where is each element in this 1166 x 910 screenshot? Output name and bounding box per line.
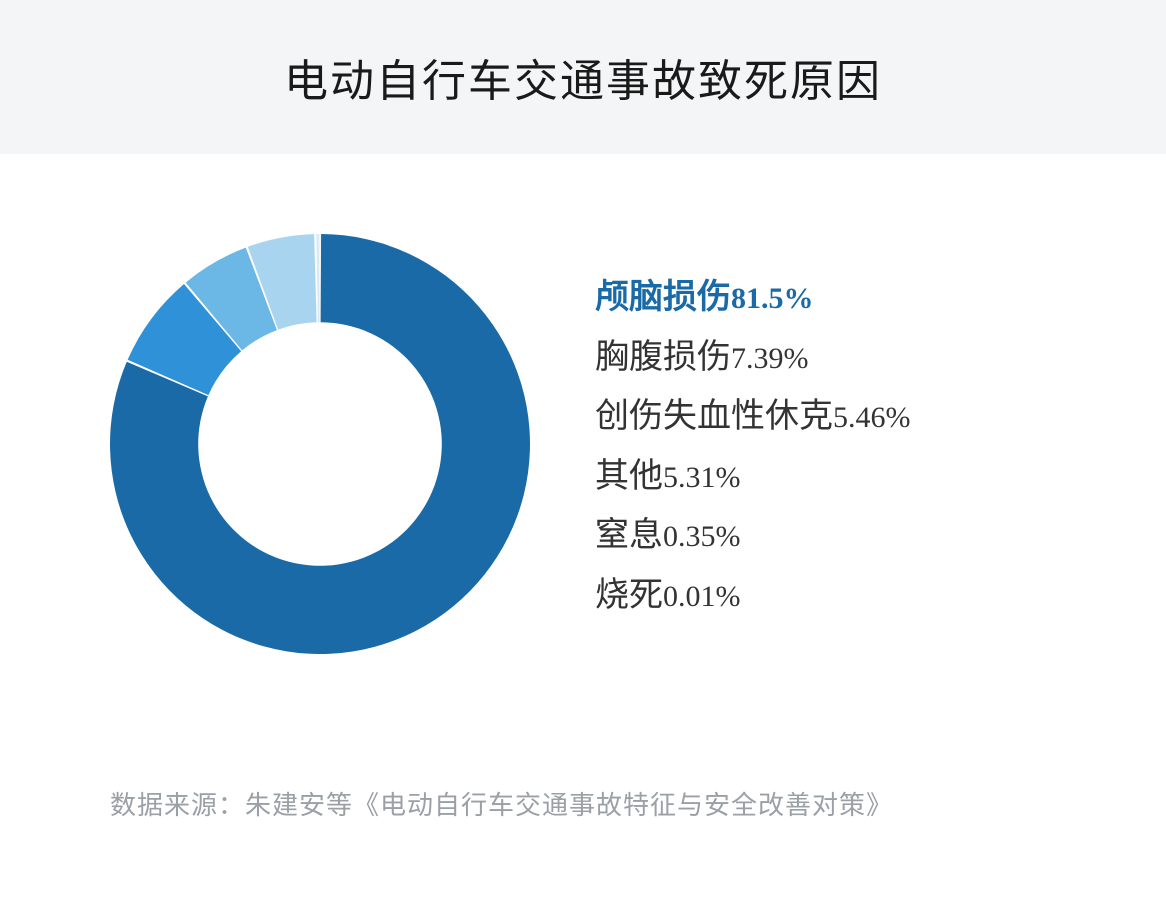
- legend-item: 创伤失血性休克5.46%: [595, 393, 911, 441]
- legend-label: 窒息: [595, 517, 663, 554]
- content-area: 颅脑损伤81.5%胸腹损伤7.39%创伤失血性休克5.46%其他5.31%窒息0…: [0, 154, 1166, 754]
- legend-value: 5.31%: [663, 461, 741, 494]
- legend-value: 0.01%: [663, 580, 741, 613]
- data-source: 数据来源：朱建安等《电动自行车交通事故特征与安全改善对策》: [110, 785, 893, 822]
- legend-item: 窒息0.35%: [595, 512, 911, 560]
- legend-item: 烧死0.01%: [595, 572, 911, 620]
- donut-svg: [110, 234, 530, 654]
- legend-label: 其他: [595, 458, 663, 495]
- legend-value: 7.39%: [731, 342, 809, 375]
- donut-slice: [316, 234, 319, 322]
- legend-value: 81.5%: [731, 282, 814, 315]
- legend-item: 颅脑损伤81.5%: [595, 274, 911, 322]
- legend-value: 0.35%: [663, 520, 741, 553]
- legend-item: 其他5.31%: [595, 453, 911, 501]
- chart-title: 电动自行车交通事故致死原因: [284, 45, 882, 109]
- legend-item: 胸腹损伤7.39%: [595, 334, 911, 382]
- donut-slice: [319, 234, 320, 322]
- legend-label: 创伤失血性休克: [595, 398, 833, 435]
- donut-chart: [110, 234, 530, 654]
- legend: 颅脑损伤81.5%胸腹损伤7.39%创伤失血性休克5.46%其他5.31%窒息0…: [595, 274, 911, 620]
- legend-label: 胸腹损伤: [595, 339, 731, 376]
- legend-value: 5.46%: [833, 401, 911, 434]
- title-band: 电动自行车交通事故致死原因: [0, 0, 1166, 154]
- legend-label: 颅脑损伤: [595, 279, 731, 316]
- legend-label: 烧死: [595, 577, 663, 614]
